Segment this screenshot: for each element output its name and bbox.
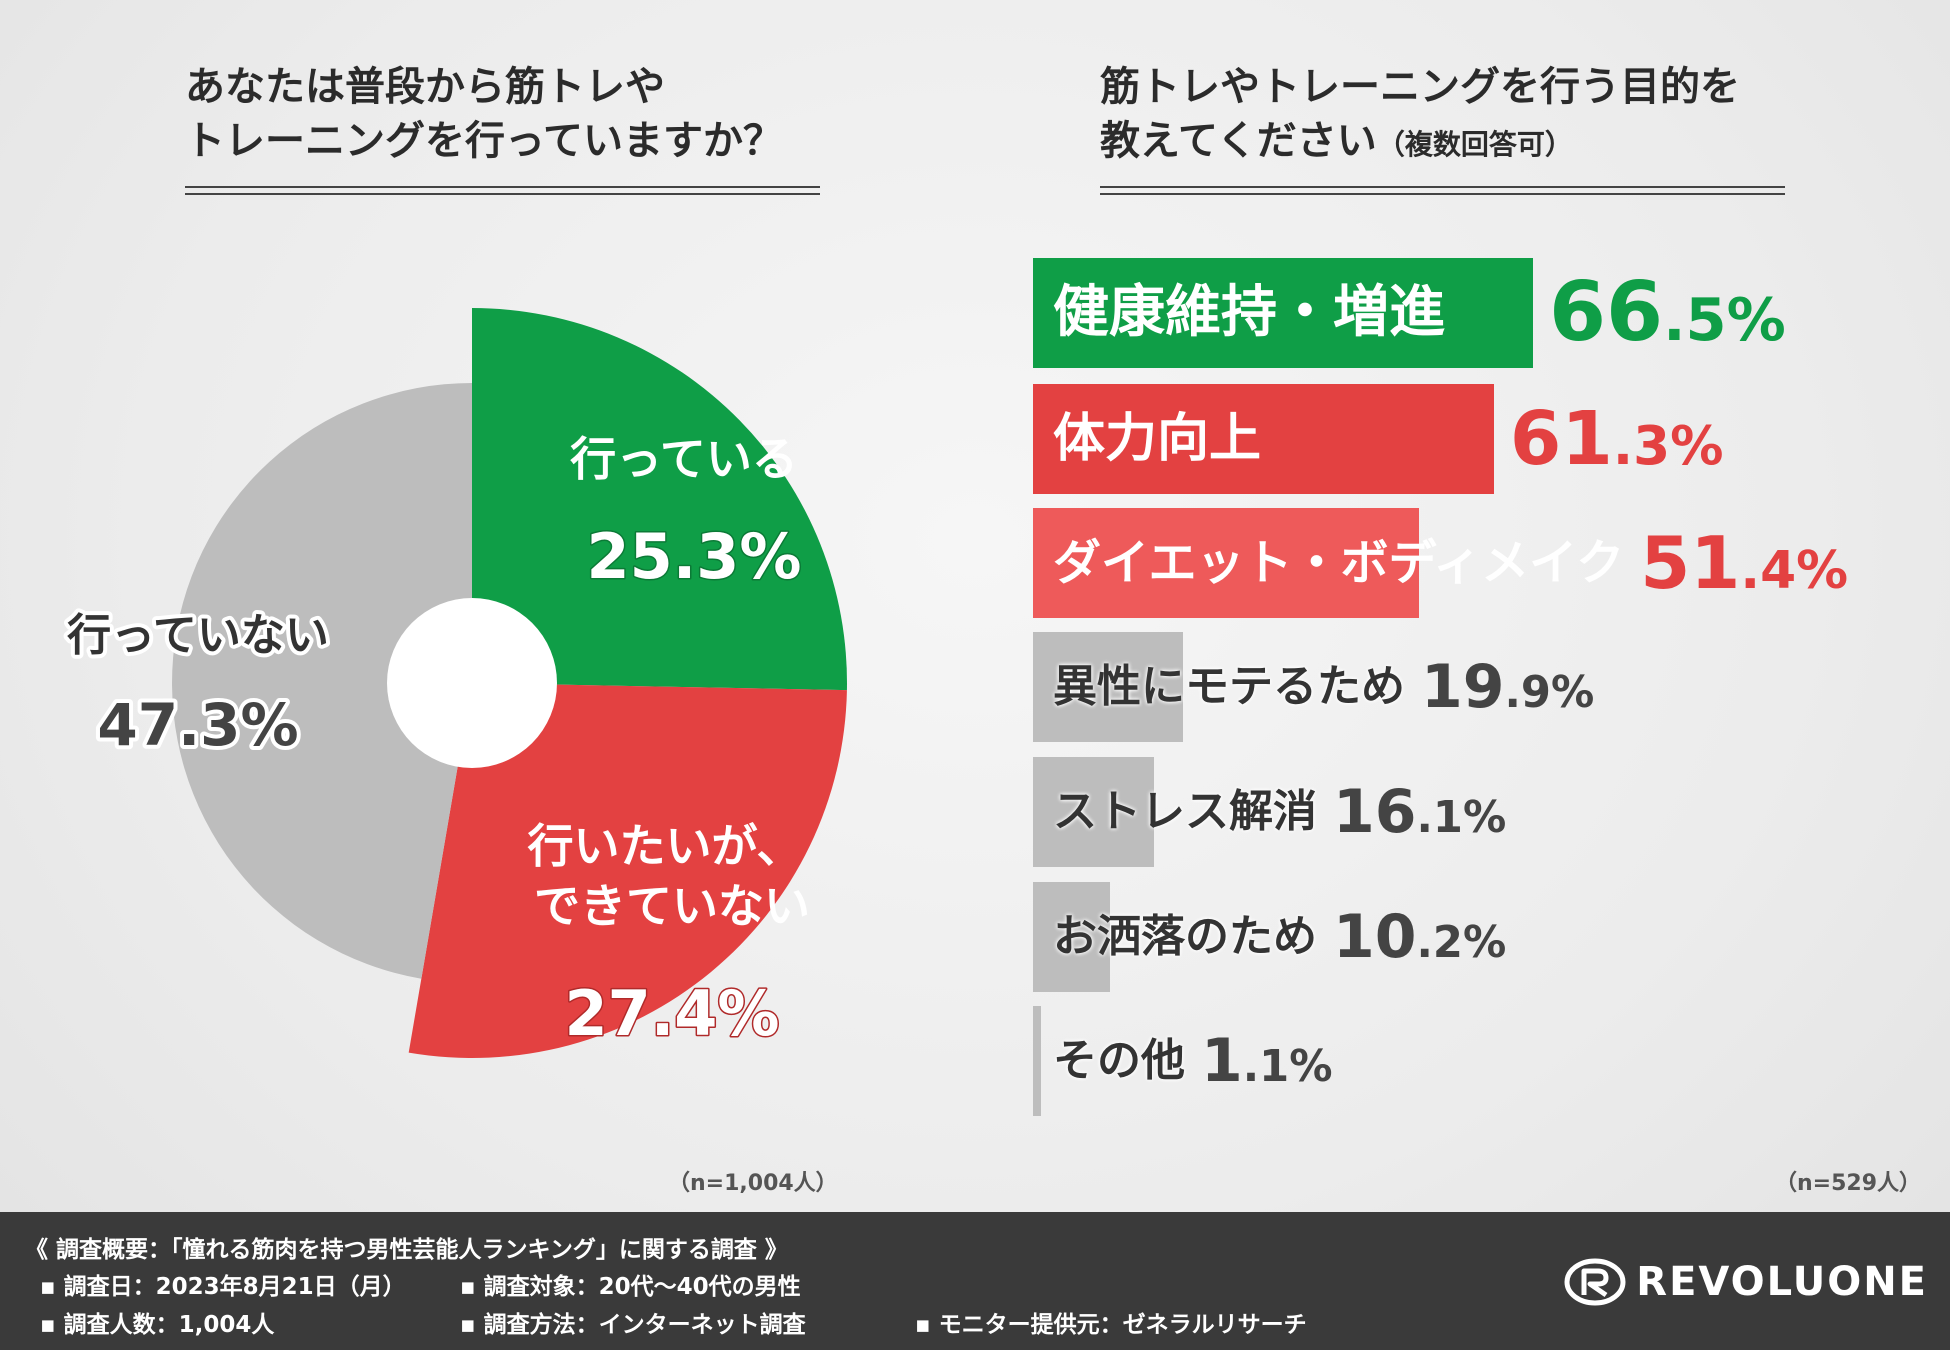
right-n-label: （n=529人） (1775, 1171, 1922, 1196)
bar-fashion (1033, 882, 1110, 992)
pie-slice-want-but-not (408, 683, 847, 1059)
bar-label-fashion: お洒落のため (1053, 911, 1317, 962)
bar-value-stamina: 61.3% (1510, 384, 1724, 494)
bar-value-stamina-int: 61 (1509, 396, 1613, 482)
brand-logo-text: REVOLUONE (1636, 1259, 1928, 1305)
bar-value-stress-int: 16 (1333, 777, 1417, 847)
left-title-line2: トレーニングを行っていますか？ (185, 118, 783, 164)
bar-value-stamina-frac: .3% (1612, 415, 1724, 477)
footer-target: ▪ 調査対象：20代〜40代の男性 (460, 1274, 801, 1300)
brand-logo: REVOLUONE (1564, 1257, 1928, 1307)
bar-label-other: その他 (1053, 1035, 1185, 1086)
survey-footer: 《 調査概要：「憧れる筋肉を持つ男性芸能人ランキング」に関する調査 》 ▪ 調査… (0, 1212, 1950, 1350)
left-title-rule-top (185, 186, 820, 188)
footer-heading: 《 調査概要：「憧れる筋肉を持つ男性芸能人ランキング」に関する調査 》 (25, 1237, 788, 1263)
pie-slice-doing (472, 308, 847, 691)
right-title-line1: 筋トレやトレーニングを行う目的を (1100, 64, 1740, 110)
bar-popularity (1033, 632, 1183, 742)
pie-value-not-doing: 47.3% (97, 691, 298, 759)
pie-value-want: 27.4% (564, 977, 779, 1050)
left-n-label: （n=1,004人） (668, 1171, 838, 1196)
pie-label-doing: 行っている (570, 432, 798, 486)
bar-value-popularity-int: 19 (1421, 652, 1505, 722)
pie-center-hole (387, 598, 557, 768)
footer-method: ▪ 調査方法：インターネット調査 (460, 1312, 806, 1338)
left-title-rule-bottom (185, 193, 820, 195)
right-title-rule-bottom (1100, 193, 1785, 195)
pie-label-not-doing: 行っていない (67, 610, 329, 661)
bar-value-other-int: 1 (1201, 1026, 1243, 1096)
bar-value-health-int: 66 (1549, 265, 1664, 360)
bar-value-stress: 16.1% (1333, 757, 1506, 867)
pie-label-want-line1: 行いたいが、 (527, 819, 802, 873)
bar-label-stress: ストレス解消 (1053, 786, 1317, 837)
left-title-line1: あなたは普段から筋トレや (185, 64, 665, 110)
bar-value-other: 1.1% (1201, 1006, 1332, 1116)
right-title-note: （複数回答可） (1376, 128, 1573, 161)
bar-value-stress-frac: .1% (1416, 793, 1507, 843)
bar-stamina (1033, 384, 1494, 494)
bar-value-health-frac: .5% (1663, 285, 1786, 354)
right-title-rule-top (1100, 186, 1785, 188)
bar-value-fashion-frac: .2% (1416, 918, 1507, 968)
bar-value-fashion-int: 10 (1333, 902, 1417, 972)
bar-value-fashion: 10.2% (1333, 882, 1506, 992)
pie-label-want-line2: できていない (534, 879, 810, 933)
bar-diet (1033, 508, 1420, 618)
footer-date: ▪ 調査日：2023年8月21日（月） (40, 1274, 406, 1300)
footer-count: ▪ 調査人数：1,004人 (40, 1312, 275, 1338)
bar-value-diet-int: 51 (1640, 521, 1741, 605)
bar-stress (1033, 757, 1155, 867)
bar-label-stamina: 体力向上 (1053, 409, 1262, 469)
bar-value-diet: 51.4% (1640, 508, 1848, 618)
pie-slice-not-doing (172, 383, 472, 979)
bar-other (1033, 1006, 1042, 1116)
bar-value-popularity: 19.9% (1421, 632, 1594, 742)
bar-value-other-frac: .1% (1242, 1042, 1333, 1092)
footer-provider: ▪ モニター提供元：ゼネラルリサーチ (915, 1312, 1307, 1338)
pie-chart: 行っている 25.3% 行いたいが、 できていない 27.4% 行っていない 4… (63, 308, 847, 1059)
bar-label-diet: ダイエット・ボディメイク (1053, 535, 1625, 591)
left-chart-title: あなたは普段から筋トレや トレーニングを行っていますか？ (185, 60, 783, 168)
brand-logo-icon (1564, 1258, 1626, 1306)
bar-label-health: 健康維持・増進 (1053, 280, 1445, 345)
bar-health (1033, 258, 1533, 368)
pie-value-doing: 25.3% (586, 520, 801, 593)
bar-value-popularity-frac: .9% (1504, 668, 1595, 718)
right-chart-title: 筋トレやトレーニングを行う目的を 教えてください（複数回答可） (1100, 60, 1740, 172)
bar-label-popularity: 異性にモテるため (1053, 661, 1405, 712)
bar-value-diet-frac: .4% (1740, 541, 1849, 601)
right-title-line2: 教えてください (1100, 118, 1377, 164)
right-title-line2-wrap: 教えてください（複数回答可） (1100, 114, 1740, 172)
bar-value-health: 66.5% (1549, 258, 1786, 368)
